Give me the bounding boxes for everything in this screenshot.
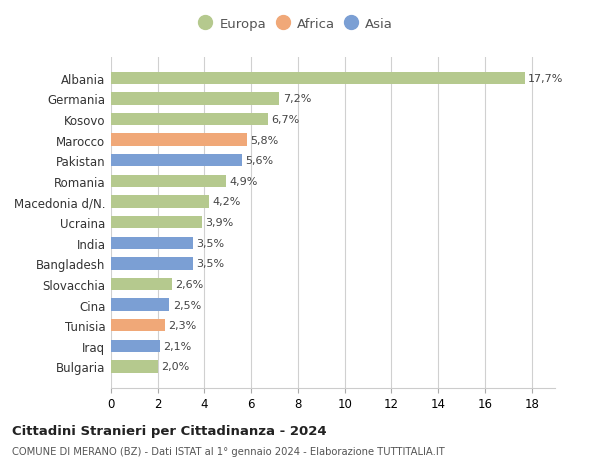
- Text: 4,2%: 4,2%: [212, 197, 241, 207]
- Bar: [111, 93, 279, 105]
- Bar: [111, 360, 158, 373]
- Text: 3,5%: 3,5%: [196, 238, 224, 248]
- Text: COMUNE DI MERANO (BZ) - Dati ISTAT al 1° gennaio 2024 - Elaborazione TUTTITALIA.: COMUNE DI MERANO (BZ) - Dati ISTAT al 1°…: [12, 446, 445, 456]
- Bar: [111, 340, 160, 352]
- Text: 2,5%: 2,5%: [173, 300, 201, 310]
- Bar: [111, 257, 193, 270]
- Legend: Europa, Africa, Asia: Europa, Africa, Asia: [202, 18, 393, 31]
- Text: 7,2%: 7,2%: [283, 94, 311, 104]
- Bar: [111, 175, 226, 188]
- Bar: [111, 237, 193, 249]
- Bar: [111, 299, 169, 311]
- Text: 2,6%: 2,6%: [175, 280, 203, 289]
- Bar: [111, 217, 202, 229]
- Text: 3,9%: 3,9%: [206, 218, 234, 228]
- Text: 2,0%: 2,0%: [161, 362, 190, 372]
- Text: 2,1%: 2,1%: [164, 341, 192, 351]
- Text: 2,3%: 2,3%: [168, 320, 197, 330]
- Bar: [111, 196, 209, 208]
- Text: 6,7%: 6,7%: [271, 115, 299, 125]
- Text: 4,9%: 4,9%: [229, 176, 257, 186]
- Text: 5,6%: 5,6%: [245, 156, 274, 166]
- Text: 3,5%: 3,5%: [196, 259, 224, 269]
- Text: Cittadini Stranieri per Cittadinanza - 2024: Cittadini Stranieri per Cittadinanza - 2…: [12, 425, 326, 437]
- Bar: [111, 113, 268, 126]
- Text: 17,7%: 17,7%: [528, 73, 563, 84]
- Bar: [111, 319, 165, 332]
- Bar: [111, 278, 172, 291]
- Bar: [111, 134, 247, 146]
- Bar: [111, 73, 524, 85]
- Text: 5,8%: 5,8%: [250, 135, 278, 146]
- Bar: [111, 155, 242, 167]
